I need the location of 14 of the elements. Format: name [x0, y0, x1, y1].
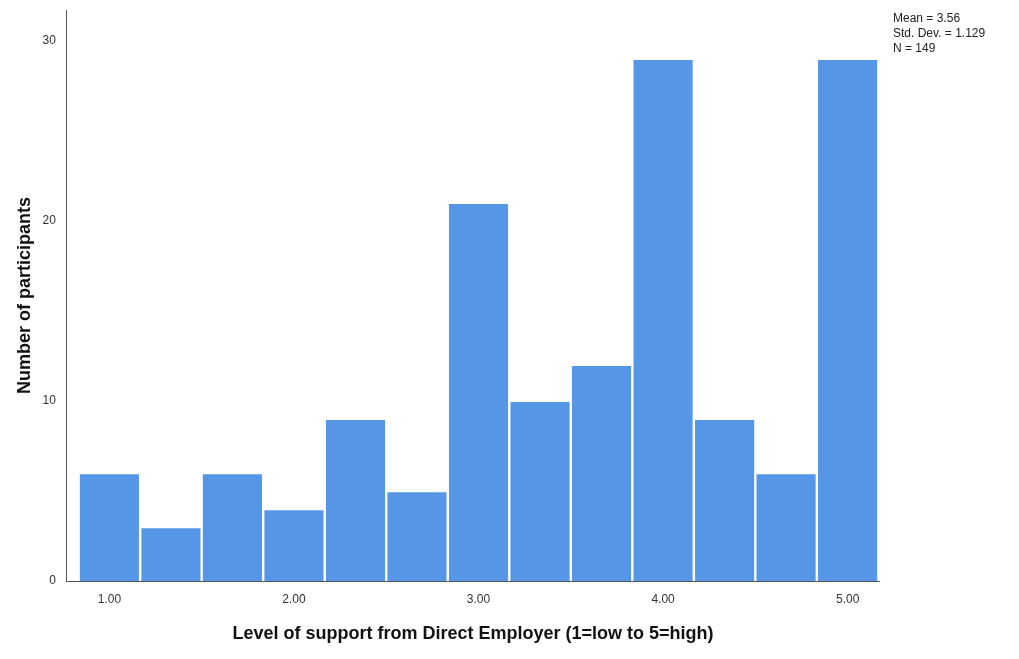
text: N = 149 — [893, 40, 936, 55]
x-axis-title: Level of support from Direct Employer (1=low to 5=high) — [232, 623, 714, 644]
y-tick-label: 0 — [49, 573, 57, 588]
text: Mean = 3.56 — [893, 10, 961, 25]
x-tick-label: 3.00 — [466, 591, 491, 606]
x-tick-label: 1.00 — [97, 591, 122, 606]
x-tick-label: 5.00 — [835, 591, 860, 606]
y-axis-title: Number of participants — [13, 197, 34, 395]
y-tick-label: 30 — [42, 33, 57, 48]
x-tick-label: 2.00 — [282, 591, 306, 606]
x-tick-label: 4.00 — [651, 591, 676, 606]
y-tick-label: 20 — [42, 213, 57, 228]
y-tick-label: 10 — [42, 393, 57, 408]
text: Std. Dev. = 1.129 — [893, 25, 986, 40]
